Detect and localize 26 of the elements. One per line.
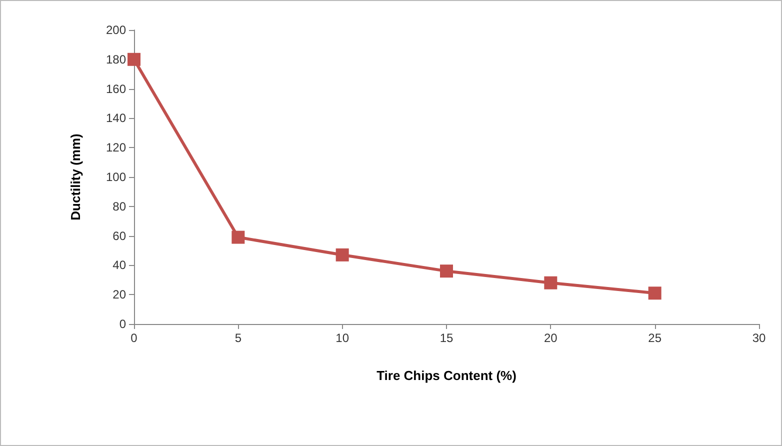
point <box>440 264 453 278</box>
y-tick-label: 20 <box>112 288 126 302</box>
x-tick-label: 0 <box>130 331 138 345</box>
point <box>544 276 558 290</box>
y-tick-label: 0 <box>119 317 126 331</box>
point <box>648 286 662 300</box>
y-tick-label: 180 <box>106 52 126 66</box>
y-tick-label: 100 <box>106 170 126 184</box>
x-tick-label: 30 <box>752 331 766 345</box>
y-tick-label: 40 <box>112 258 126 272</box>
point <box>232 230 245 244</box>
y-tick-label: 200 <box>106 23 126 37</box>
y-tick-label: 80 <box>112 199 126 214</box>
x-tick-label: 15 <box>440 331 454 345</box>
x-tick-label: 10 <box>336 331 350 345</box>
x-tick-label: 25 <box>648 331 662 345</box>
x-tick-label: 5 <box>234 331 242 345</box>
y-tick-label: 140 <box>106 111 126 126</box>
x-tick-label: 20 <box>544 331 558 345</box>
y-tick-label: 160 <box>106 82 126 96</box>
y-tick-label: 120 <box>106 140 126 155</box>
y-axis-title: Ductility (mm) <box>68 134 83 220</box>
x-axis-title: Tire Chips Content (%) <box>376 368 516 383</box>
point <box>128 52 140 66</box>
y-tick-label: 60 <box>112 228 126 243</box>
point <box>336 248 349 262</box>
